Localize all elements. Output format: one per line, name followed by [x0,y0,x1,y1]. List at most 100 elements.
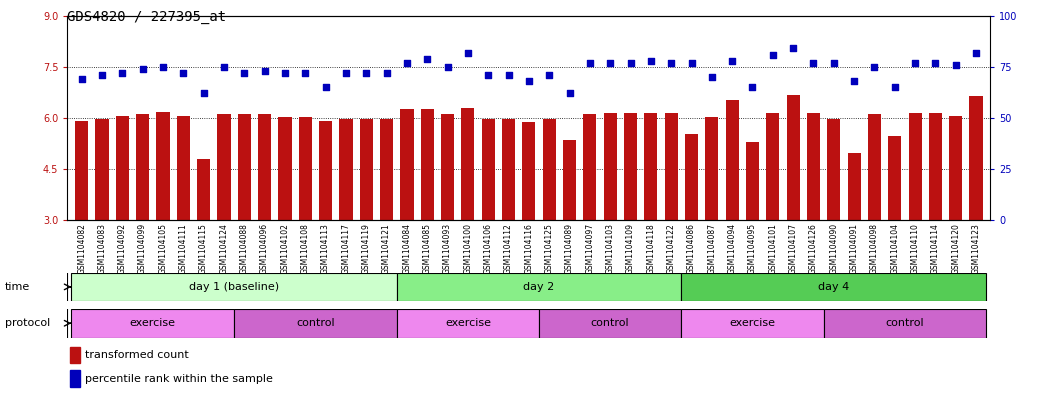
Text: control: control [886,318,924,328]
Point [216,64,232,70]
Text: transformed count: transformed count [85,350,189,360]
Point [724,57,740,64]
Bar [970,96,983,220]
Bar [400,109,414,220]
Bar [75,121,88,220]
Text: day 4: day 4 [818,282,849,292]
Bar [380,119,393,220]
Text: day 2: day 2 [524,282,555,292]
Point [785,45,802,51]
Point [601,60,618,66]
Point [135,66,151,72]
Point [155,64,171,70]
Bar [397,309,539,338]
Text: exercise: exercise [445,318,491,328]
Bar [644,113,657,220]
Point [968,50,984,56]
Bar [71,370,80,387]
Bar [360,119,373,220]
Point [745,84,761,90]
Bar [176,116,190,220]
Bar [72,273,397,301]
Text: time: time [5,282,30,292]
Point [683,60,700,66]
Point [297,70,313,76]
Point [521,78,537,84]
Point [440,64,456,70]
Point [195,90,212,97]
Bar [339,119,353,220]
Bar [116,116,129,220]
Bar [684,134,698,220]
Bar [542,119,556,220]
Point [338,70,355,76]
Bar [218,114,230,220]
Bar [234,309,397,338]
Point [561,90,578,97]
Point [93,72,110,78]
Bar [502,119,515,220]
Bar [421,109,433,220]
Bar [847,152,861,220]
Point [480,72,497,78]
Bar [461,108,475,220]
Bar [278,117,291,220]
Bar [828,119,840,220]
Point [379,70,395,76]
Bar [299,117,312,220]
Bar [136,114,149,220]
Bar [868,114,881,220]
Bar [888,136,901,220]
Bar [72,309,234,338]
Point [846,78,863,84]
Point [175,70,192,76]
Point [74,76,90,82]
Bar [197,160,211,220]
Point [256,68,273,74]
Bar [604,113,617,220]
Point [825,60,842,66]
Point [317,84,334,90]
Point [866,64,882,70]
Point [663,60,679,66]
Bar [807,113,820,220]
Bar [563,140,577,220]
Bar [746,142,759,220]
Text: exercise: exercise [130,318,176,328]
Bar [441,114,454,220]
Bar [624,113,637,220]
Point [277,70,293,76]
Point [948,62,964,68]
Bar [929,113,942,220]
Point [887,84,903,90]
Bar [157,112,170,220]
Bar [823,309,986,338]
Point [703,74,720,80]
Bar [71,347,80,363]
Point [500,72,516,78]
Bar [766,113,780,220]
Text: percentile rank within the sample: percentile rank within the sample [85,374,273,384]
Bar [397,273,681,301]
Bar [319,121,332,220]
Bar [949,116,962,220]
Point [643,57,660,64]
Bar [665,113,678,220]
Bar [681,309,823,338]
Point [459,50,476,56]
Point [236,70,253,76]
Text: control: control [591,318,629,328]
Point [419,55,436,62]
Text: exercise: exercise [729,318,776,328]
Point [398,60,415,66]
Bar [258,114,272,220]
Bar [726,100,738,220]
Bar [95,119,109,220]
Bar [908,113,922,220]
Point [358,70,374,76]
Bar [237,114,251,220]
Bar [481,119,495,220]
Bar [705,117,719,220]
Bar [523,122,535,220]
Point [582,60,598,66]
